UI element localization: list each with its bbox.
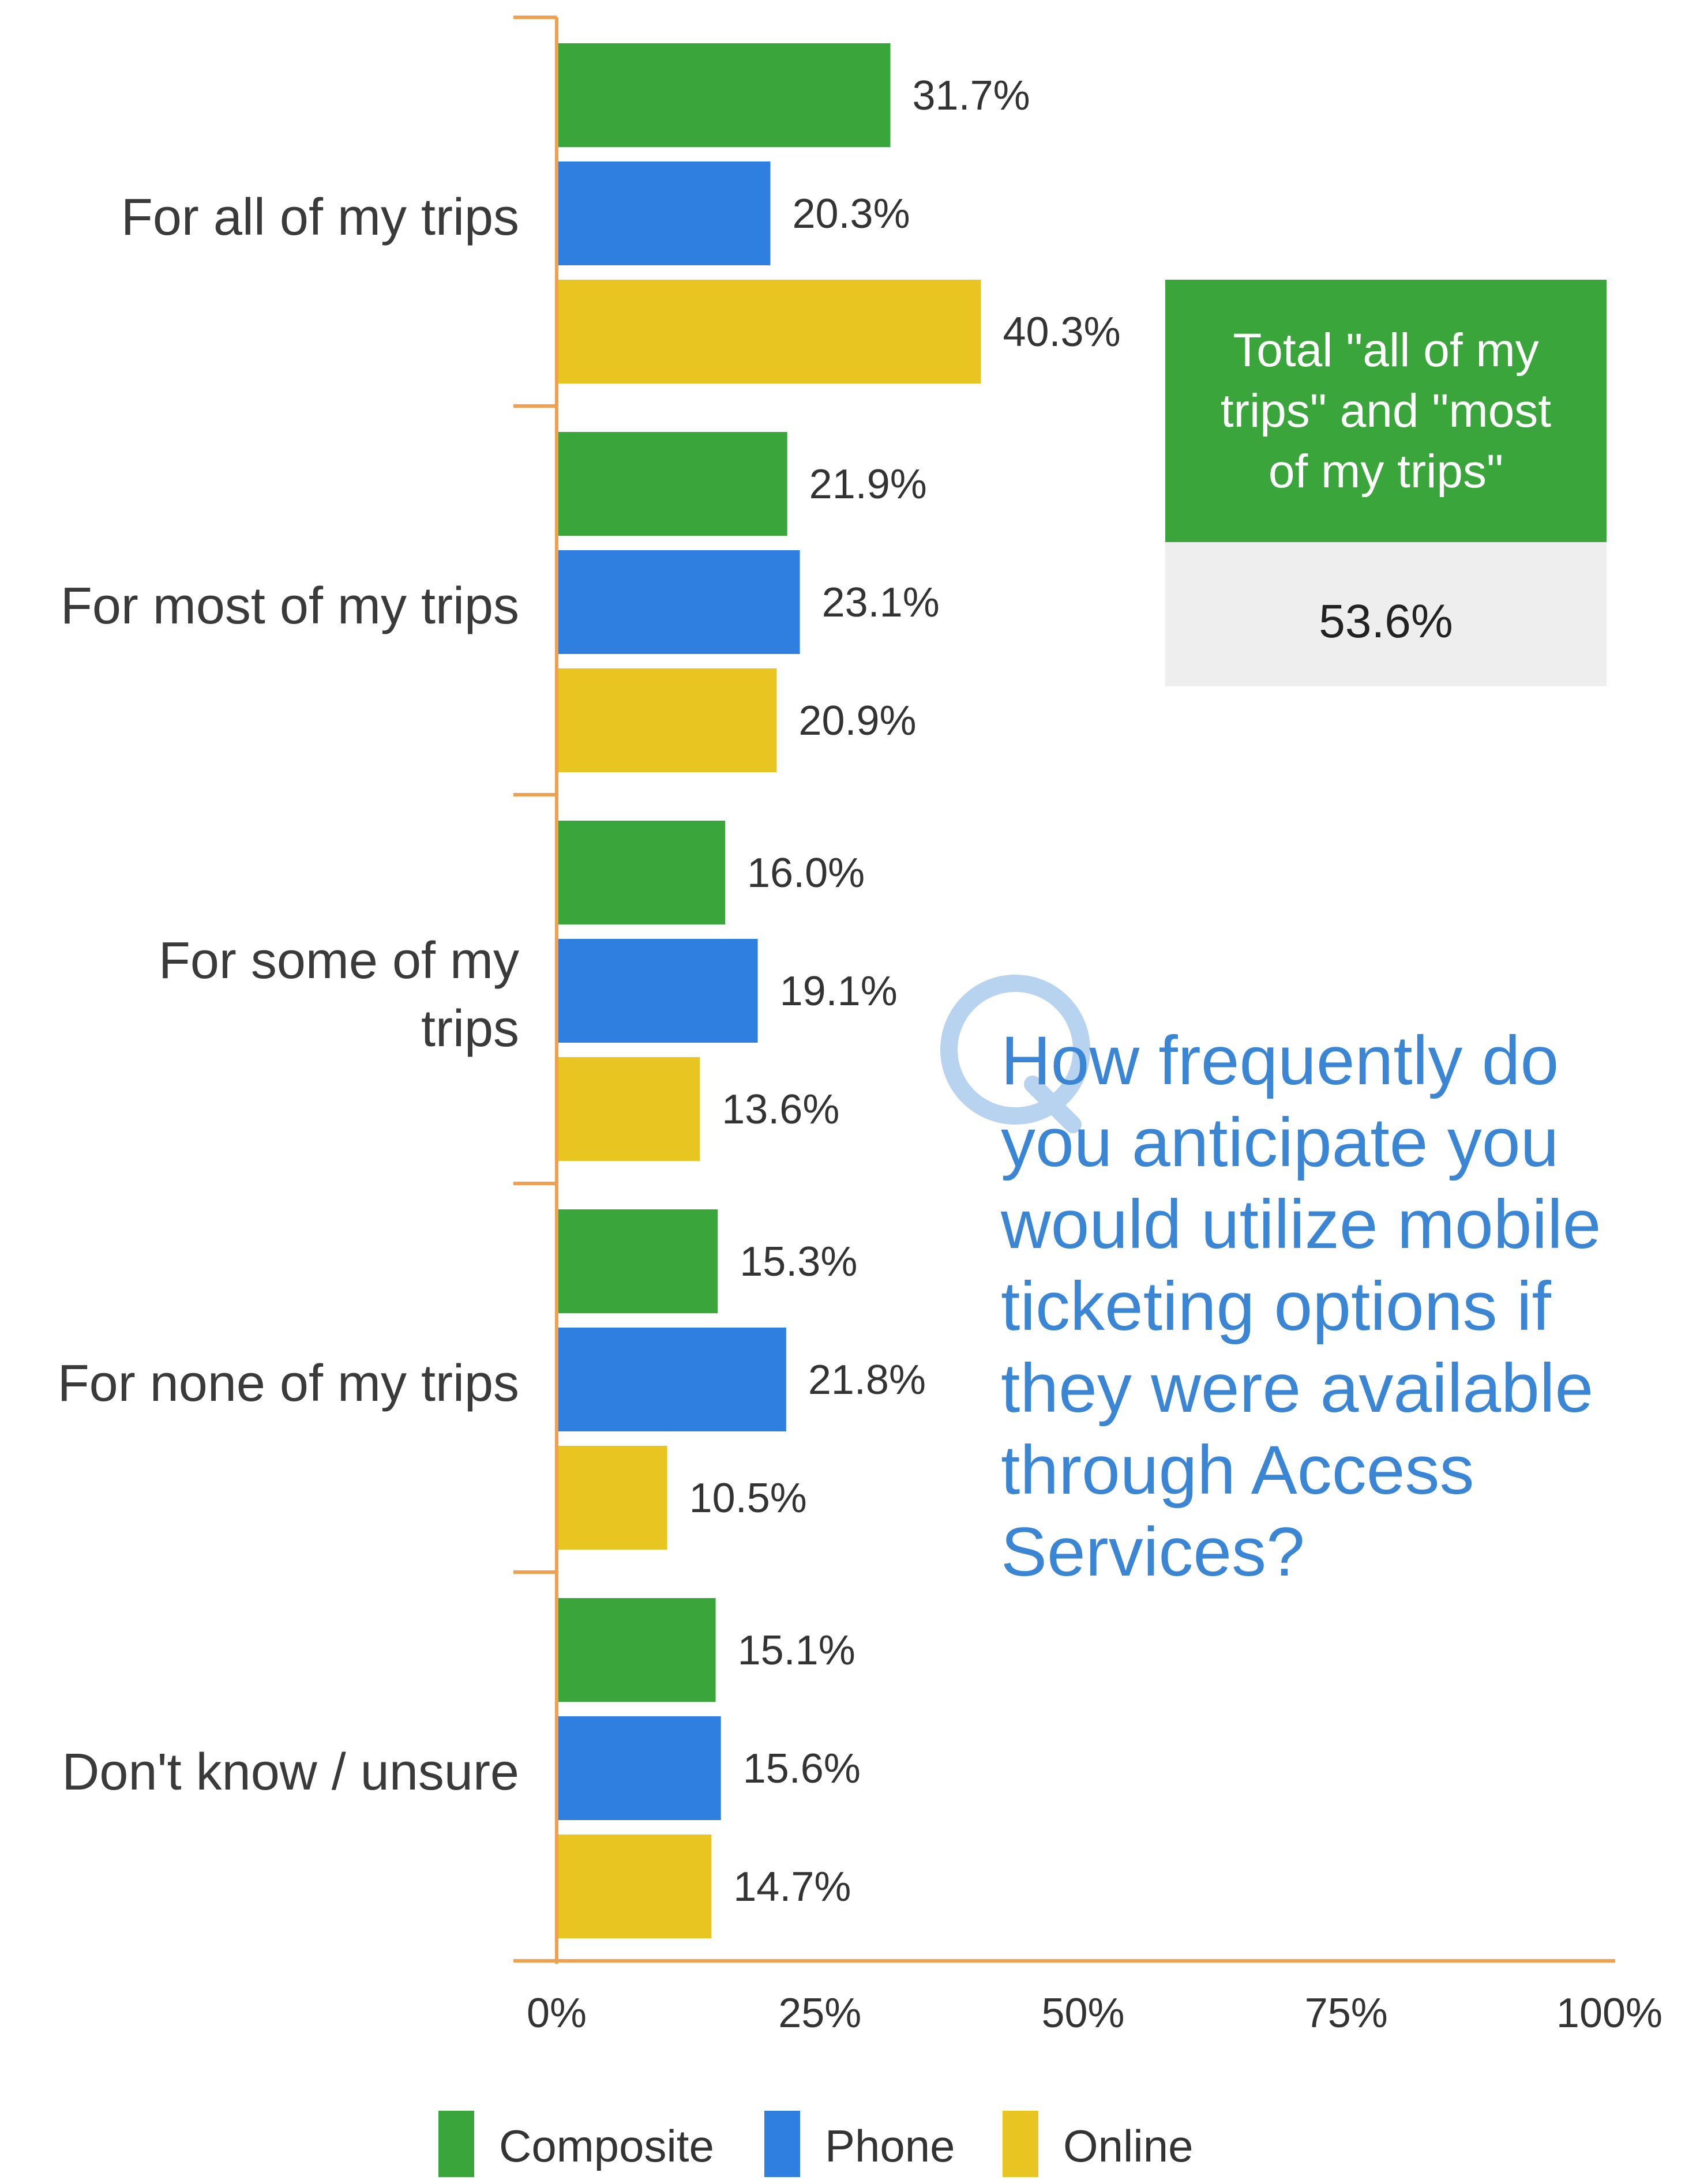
x-tick-label: 100% xyxy=(1556,1990,1663,2036)
category-label-4: Don't know / unsure xyxy=(62,1743,519,1801)
bar-phone-3 xyxy=(557,1328,786,1431)
value-label-phone-0: 20.3% xyxy=(792,191,910,237)
question-line-2: would utilize mobile xyxy=(1000,1186,1601,1263)
value-label-phone-4: 15.6% xyxy=(743,1746,861,1792)
value-label-online-4: 14.7% xyxy=(733,1864,851,1910)
question-line-1: you anticipate you xyxy=(1001,1104,1559,1181)
callout-title-line-0: Total "all of my xyxy=(1233,324,1538,377)
legend-label-online: Online xyxy=(1063,2121,1193,2171)
question-line-4: they were available xyxy=(1001,1350,1593,1427)
category-label-2-line-0: For some of my xyxy=(159,932,519,990)
question-line-0: How frequently do xyxy=(1001,1022,1559,1099)
value-label-online-3: 10.5% xyxy=(689,1475,807,1521)
x-tick-label: 25% xyxy=(778,1990,861,2036)
x-tick-label: 50% xyxy=(1041,1990,1124,2036)
category-label-0: For all of my trips xyxy=(121,189,519,246)
value-label-composite-1: 21.9% xyxy=(809,461,927,508)
x-tick-label: 0% xyxy=(527,1990,587,2036)
callout-header xyxy=(1165,280,1607,542)
bar-composite-1 xyxy=(557,432,787,536)
bar-online-4 xyxy=(557,1835,712,1938)
value-label-composite-2: 16.0% xyxy=(747,850,865,896)
bar-phone-2 xyxy=(557,939,758,1043)
bar-online-2 xyxy=(557,1057,700,1161)
value-label-online-1: 20.9% xyxy=(798,698,916,744)
category-label-2-line-1: trips xyxy=(421,1000,519,1058)
bar-online-0 xyxy=(557,280,981,384)
callout-title-line-1: trips" and "most xyxy=(1221,385,1551,437)
bar-phone-1 xyxy=(557,550,800,654)
value-label-phone-1: 23.1% xyxy=(822,580,940,626)
legend-label-phone: Phone xyxy=(825,2121,955,2171)
value-label-composite-4: 15.1% xyxy=(738,1627,855,1674)
callout-value: 53.6% xyxy=(1319,595,1453,648)
value-label-composite-3: 15.3% xyxy=(740,1239,857,1285)
question-line-3: ticketing options if xyxy=(1001,1268,1552,1345)
value-label-online-0: 40.3% xyxy=(1003,309,1120,355)
legend-swatch-online xyxy=(1003,2111,1038,2177)
question-line-5: through Access xyxy=(1001,1431,1474,1509)
legend-swatch-composite xyxy=(438,2111,474,2177)
bar-phone-0 xyxy=(557,161,771,265)
value-label-composite-0: 31.7% xyxy=(913,73,1030,119)
category-label-3: For none of my trips xyxy=(58,1355,519,1412)
x-tick-label: 75% xyxy=(1305,1990,1388,2036)
bar-phone-4 xyxy=(557,1716,721,1820)
bar-composite-0 xyxy=(557,43,891,147)
bar-composite-4 xyxy=(557,1598,716,1702)
bar-composite-2 xyxy=(557,821,725,924)
q-letter-icon xyxy=(940,975,1090,1133)
category-label-1: For most of my trips xyxy=(61,577,519,635)
callout-title-line-2: of my trips" xyxy=(1269,445,1503,498)
callout-body xyxy=(1165,542,1607,686)
bar-online-1 xyxy=(557,668,777,772)
bar-composite-3 xyxy=(557,1209,718,1313)
legend-label-composite: Composite xyxy=(499,2121,714,2171)
bar-online-3 xyxy=(557,1446,667,1550)
value-label-phone-3: 21.8% xyxy=(808,1357,926,1403)
question-line-6: Services? xyxy=(1001,1513,1305,1591)
value-label-phone-2: 19.1% xyxy=(780,968,898,1014)
value-label-online-2: 13.6% xyxy=(722,1087,839,1133)
legend-swatch-phone xyxy=(764,2111,800,2177)
